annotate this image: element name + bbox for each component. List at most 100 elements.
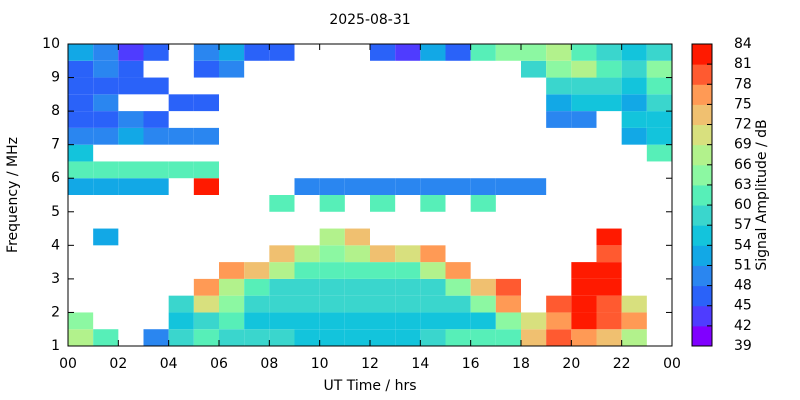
heatmap-cell (596, 278, 622, 296)
heatmap-cell (370, 262, 396, 279)
heatmap-cell (420, 312, 446, 330)
heatmap-cell (168, 94, 194, 112)
heatmap-cell (68, 329, 94, 346)
heatmap-cell (420, 195, 446, 212)
heatmap-cell (571, 295, 597, 313)
heatmap-cell (495, 44, 521, 61)
heatmap-cell (445, 178, 471, 195)
colorbar-tick-label: 75 (734, 96, 752, 112)
heatmap-cell (646, 60, 672, 78)
heatmap-cell (193, 278, 219, 296)
heatmap-cell (646, 94, 672, 112)
heatmap-cell (193, 127, 219, 145)
heatmap-cell (445, 312, 471, 330)
heatmap-cell (294, 178, 320, 195)
heatmap-cell (294, 295, 320, 313)
heatmap-cell (118, 161, 144, 179)
colorbar-swatch (692, 64, 712, 85)
heatmap-cell (118, 111, 144, 128)
heatmap-cell (521, 60, 547, 78)
heatmap-cell (93, 329, 119, 346)
y-tick-label: 9 (51, 70, 60, 86)
heatmap-cell (395, 262, 421, 279)
colorbar-tick-label: 48 (734, 278, 752, 294)
heatmap-cell (370, 278, 396, 296)
heatmap-cell (596, 60, 622, 78)
heatmap-cell (596, 245, 622, 263)
heatmap-cell (420, 329, 446, 346)
heatmap-cell (571, 312, 597, 330)
heatmap-cell (370, 195, 396, 212)
heatmap-cell (445, 278, 471, 296)
y-tick-label: 8 (51, 103, 60, 119)
heatmap-cell (470, 195, 496, 212)
heatmap-cell (193, 94, 219, 112)
heatmap-cell (168, 295, 194, 313)
colorbar-tick-label: 63 (734, 177, 752, 193)
heatmap-cell (344, 262, 370, 279)
heatmap-cell (495, 278, 521, 296)
heatmap-cell (621, 60, 647, 78)
heatmap-cell (596, 94, 622, 112)
heatmap-cell (395, 245, 421, 263)
colorbar-tick-label: 66 (734, 157, 752, 173)
heatmap-cell (370, 245, 396, 263)
colorbar-tick-label: 84 (734, 36, 752, 52)
heatmap-cell (596, 329, 622, 346)
x-tick-label: 04 (160, 356, 178, 372)
heatmap-cell (168, 329, 194, 346)
heatmap-cell (193, 178, 219, 195)
heatmap-cell (344, 228, 370, 246)
colorbar-tick-label: 72 (734, 117, 752, 133)
heatmap-cell (93, 161, 119, 179)
heatmap-cell (596, 77, 622, 95)
heatmap-cell (219, 312, 245, 330)
heatmap-cell (621, 312, 647, 330)
colorbar-swatch (692, 104, 712, 126)
heatmap-cell (143, 111, 169, 128)
heatmap-cell (621, 44, 647, 61)
heatmap-cell (546, 295, 572, 313)
heatmap-cell (571, 262, 597, 279)
colorbar-tick-label: 51 (734, 257, 752, 273)
heatmap-cell (319, 262, 345, 279)
heatmap-cell (68, 161, 94, 179)
colorbar-tick-label: 81 (734, 56, 752, 72)
x-tick-label: 22 (613, 356, 631, 372)
heatmap-cell (596, 228, 622, 246)
heatmap-cell (68, 312, 94, 330)
heatmap-cell (596, 312, 622, 330)
heatmap-cell (143, 77, 169, 95)
y-tick-label: 6 (51, 170, 60, 186)
heatmap-cell (193, 312, 219, 330)
x-tick-label: 08 (260, 356, 278, 372)
heatmap-cell (269, 44, 295, 61)
heatmap-cell (219, 278, 245, 296)
colorbar-tick-label: 39 (734, 338, 752, 354)
heatmap-cell (68, 144, 94, 162)
heatmap-cell (546, 329, 572, 346)
heatmap-cell (68, 178, 94, 195)
heatmap-cell (269, 329, 295, 346)
heatmap-cell (521, 312, 547, 330)
heatmap-cell (319, 195, 345, 212)
colorbar-swatch (692, 184, 712, 206)
colorbar-tick-label: 42 (734, 318, 752, 334)
heatmap-cell (244, 44, 270, 61)
heatmap-cell (395, 312, 421, 330)
heatmap-cell (571, 94, 597, 112)
heatmap-cell (344, 295, 370, 313)
heatmap-cell (370, 44, 396, 61)
heatmap-cell (294, 312, 320, 330)
heatmap-cell (370, 329, 396, 346)
heatmap-cell (168, 312, 194, 330)
heatmap-cell (143, 127, 169, 145)
heatmap-cell (68, 111, 94, 128)
heatmap-cell (395, 295, 421, 313)
x-tick-label: 00 (59, 356, 77, 372)
heatmap-cell (621, 295, 647, 313)
heatmap-cell (521, 329, 547, 346)
heatmap-cell (571, 278, 597, 296)
heatmap-cell (68, 60, 94, 78)
heatmap-cell (344, 278, 370, 296)
